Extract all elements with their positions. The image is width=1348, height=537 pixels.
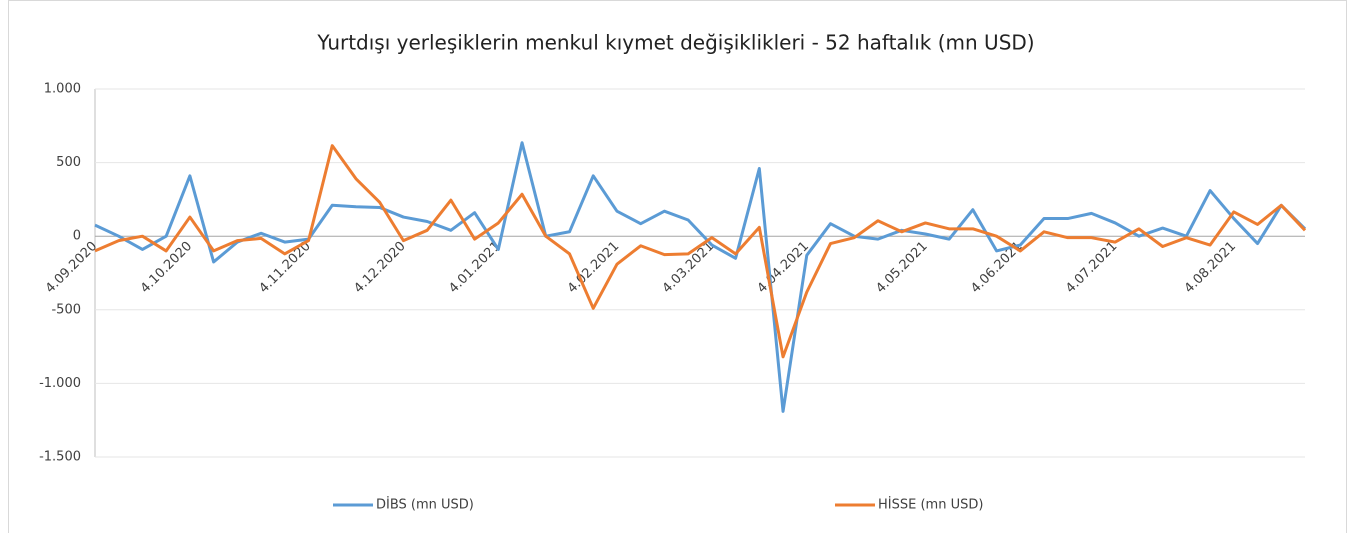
y-tick-label: 1.000	[44, 82, 81, 97]
legend-label: HİSSE (mn USD)	[878, 497, 983, 513]
y-tick-label: -500	[51, 302, 81, 317]
chart-title: Yurtdışı yerleşiklerin menkul kıymet değ…	[316, 31, 1034, 55]
y-tick-label: -1.500	[39, 450, 81, 465]
series-line	[94, 144, 1307, 359]
y-tick-label: -1.000	[39, 376, 81, 391]
y-tick-label: 500	[56, 155, 81, 170]
series-line	[94, 141, 1307, 413]
legend-label: DİBS (mn USD)	[376, 497, 474, 513]
chart-frame	[8, 0, 1347, 537]
y-tick-label: 0	[73, 229, 81, 244]
